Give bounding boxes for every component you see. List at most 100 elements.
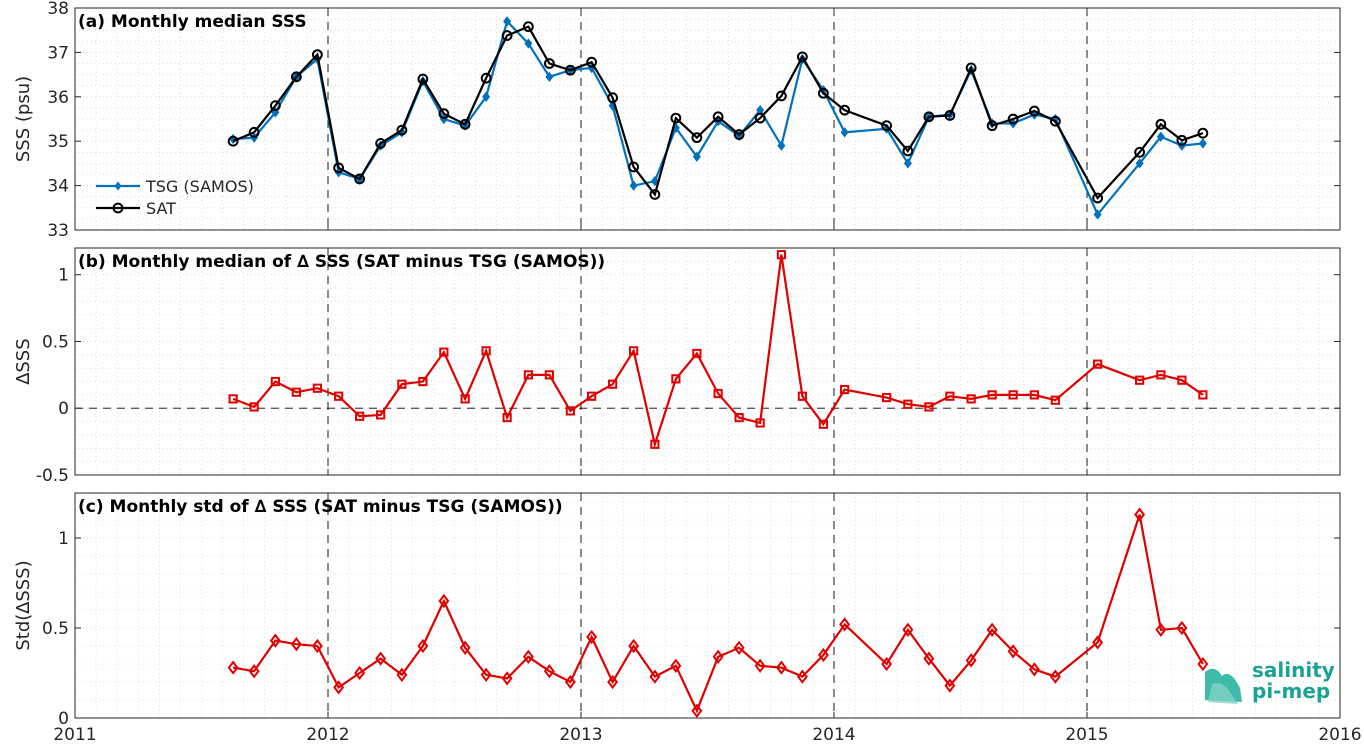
series-line-delta-1 [232, 254, 1204, 449]
data-point [692, 151, 701, 162]
data-point [796, 669, 808, 684]
data-point [882, 392, 892, 403]
y-axis-label: Std(∆SSS) [13, 560, 34, 650]
data-point [312, 383, 322, 393]
logo-text-pi-mep: pi-mep [1252, 679, 1330, 703]
data-point [249, 402, 259, 412]
data-point [650, 176, 659, 187]
data-point [418, 376, 428, 387]
data-point [311, 49, 323, 61]
data-point [628, 638, 640, 654]
data-point [923, 651, 935, 666]
data-point [775, 90, 787, 102]
data-point [545, 71, 554, 82]
data-point [544, 370, 554, 380]
legend-marker-tsg [114, 181, 122, 191]
data-point [564, 64, 576, 76]
data-point [775, 660, 787, 675]
panel-title: (b) Monthly median of ∆ SSS (SAT minus T… [78, 252, 605, 272]
data-point [460, 394, 470, 404]
data-point [270, 376, 280, 387]
data-point [1007, 113, 1019, 125]
data-point [1134, 146, 1146, 158]
data-point [1198, 390, 1208, 400]
data-point [607, 92, 619, 104]
data-point [1155, 118, 1167, 130]
data-point [881, 120, 893, 132]
data-point [355, 411, 365, 421]
data-point [1135, 158, 1144, 169]
data-point [607, 674, 619, 690]
data-point [523, 370, 533, 380]
data-point [522, 21, 534, 33]
y-axis-label: SSS (psu) [13, 76, 34, 162]
logo-text-salinity: salinity [1252, 658, 1335, 682]
data-point [565, 406, 575, 416]
data-point [796, 51, 808, 63]
data-point [564, 674, 576, 690]
data-point [480, 72, 492, 84]
data-point [986, 622, 998, 637]
y-axis-label: ∆SSS [13, 338, 34, 385]
data-point [586, 56, 598, 68]
data-point [881, 656, 893, 672]
data-point [1049, 669, 1061, 684]
data-point [650, 439, 660, 449]
data-point [502, 412, 512, 423]
data-point [228, 394, 238, 404]
x-tick-label: 2015 [1065, 725, 1108, 745]
panel-c: 0 0.5 1 2011 2012 2013 2014 2015 2016 Std(∆SSS) (c… [13, 492, 1362, 745]
y-tick-label: 37 [47, 43, 69, 63]
data-point [438, 108, 450, 120]
data-point [817, 647, 829, 663]
data-point [840, 384, 850, 395]
data-point [1093, 209, 1102, 220]
axes-box [74, 247, 1341, 476]
series-line-delta-2 [232, 514, 1204, 714]
data-point [397, 379, 407, 389]
data-point [1028, 662, 1040, 677]
data-point [376, 410, 386, 420]
data-point [629, 346, 639, 356]
y-tick-label: 1 [58, 266, 69, 286]
data-point [1093, 359, 1103, 369]
data-point [1007, 644, 1019, 659]
data-point [944, 110, 956, 121]
data-point [902, 622, 914, 637]
data-point [291, 387, 301, 397]
data-point [459, 118, 471, 130]
data-point [501, 671, 513, 686]
salinity-pi-mep-logo: salinity pi-mep [1205, 658, 1335, 704]
data-point [817, 87, 829, 99]
data-point [755, 418, 765, 428]
y-tick-label: 0.5 [42, 332, 69, 352]
data-point [629, 180, 638, 191]
data-point [987, 390, 997, 400]
data-point [649, 669, 661, 684]
data-point [227, 660, 239, 675]
data-point [840, 127, 849, 138]
data-point [290, 71, 302, 83]
data-point [776, 250, 786, 260]
y-tick-label: 34 [47, 177, 69, 197]
data-point [354, 173, 366, 185]
data-point [396, 124, 408, 136]
data-point [818, 419, 828, 429]
data-point [1177, 375, 1187, 385]
data-point [965, 62, 977, 74]
data-point [334, 391, 344, 401]
data-point [1050, 395, 1060, 405]
data-point [417, 73, 429, 85]
x-tick-label: 2016 [1318, 725, 1361, 745]
data-point [903, 158, 912, 169]
data-point [1197, 656, 1209, 672]
data-point [543, 58, 555, 69]
axes-box [74, 7, 1341, 231]
data-point [1008, 390, 1018, 400]
data-point [375, 651, 387, 666]
y-tick-label: 0.5 [42, 619, 69, 639]
data-point [944, 678, 956, 693]
data-point [1156, 131, 1165, 142]
data-point [1197, 127, 1209, 139]
